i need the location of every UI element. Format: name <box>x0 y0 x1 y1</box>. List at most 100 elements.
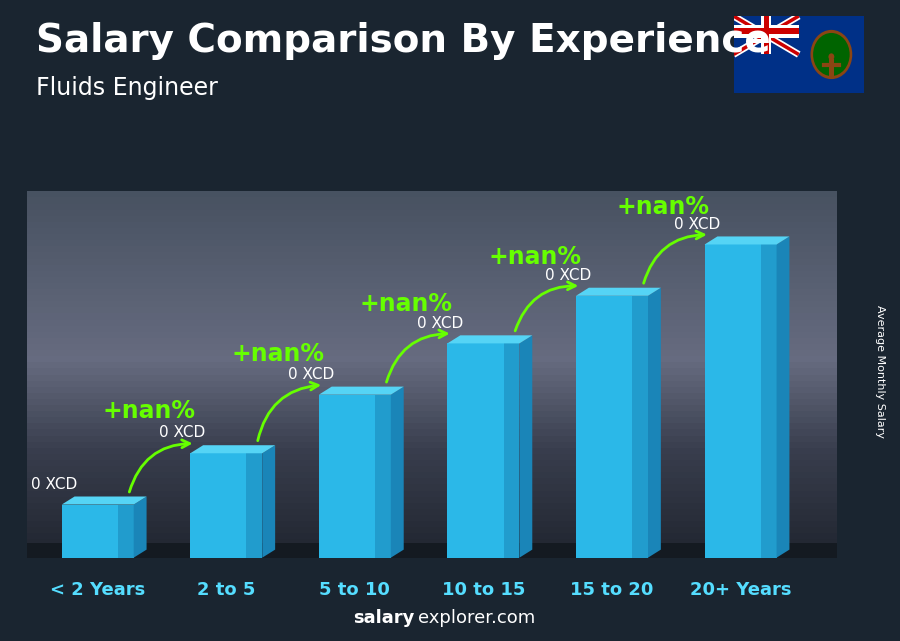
Bar <box>27 533 837 539</box>
Polygon shape <box>777 237 789 558</box>
Bar <box>27 387 837 393</box>
Bar <box>27 338 837 344</box>
Bar <box>27 478 837 485</box>
Text: 0 XCD: 0 XCD <box>545 268 591 283</box>
Text: 0 XCD: 0 XCD <box>288 367 334 382</box>
Bar <box>27 472 837 478</box>
Bar <box>27 436 837 442</box>
Bar <box>27 405 837 411</box>
Bar <box>27 344 837 350</box>
Polygon shape <box>190 445 275 453</box>
Bar <box>27 258 837 265</box>
Bar <box>27 295 837 301</box>
Bar <box>27 545 837 551</box>
Bar <box>27 332 837 338</box>
Text: 0 XCD: 0 XCD <box>417 315 463 331</box>
Bar <box>27 448 837 454</box>
Bar <box>27 265 837 271</box>
Bar <box>27 374 837 381</box>
Bar <box>375 395 391 558</box>
Text: +nan%: +nan% <box>231 342 324 366</box>
Text: +nan%: +nan% <box>616 196 710 219</box>
Bar <box>27 253 837 258</box>
Bar <box>576 296 648 558</box>
Bar <box>27 381 837 387</box>
Bar <box>27 289 837 295</box>
Text: 5 to 10: 5 to 10 <box>320 581 391 599</box>
Polygon shape <box>134 497 147 558</box>
Bar <box>27 454 837 460</box>
Bar <box>27 326 837 332</box>
Bar <box>27 271 837 277</box>
Text: Fluids Engineer: Fluids Engineer <box>36 76 218 99</box>
Bar <box>763 16 769 54</box>
Bar <box>27 192 837 197</box>
Bar <box>760 244 777 558</box>
Bar <box>27 228 837 234</box>
Bar <box>27 393 837 399</box>
Bar <box>27 197 837 204</box>
Text: 0 XCD: 0 XCD <box>674 217 720 231</box>
Bar <box>27 210 837 216</box>
Text: < 2 Years: < 2 Years <box>50 581 145 599</box>
Polygon shape <box>648 288 661 558</box>
Bar <box>27 222 837 228</box>
Text: 10 to 15: 10 to 15 <box>442 581 525 599</box>
Text: 2 to 5: 2 to 5 <box>197 581 256 599</box>
Bar <box>27 509 837 515</box>
Bar <box>27 277 837 283</box>
Bar <box>27 551 837 558</box>
Bar <box>27 503 837 509</box>
Bar <box>27 399 837 405</box>
Bar <box>27 246 837 253</box>
Polygon shape <box>576 288 661 296</box>
Bar <box>27 204 837 210</box>
Circle shape <box>811 30 852 79</box>
Bar <box>27 442 837 448</box>
Bar <box>27 234 837 240</box>
Bar <box>27 362 837 369</box>
Bar <box>760 16 771 54</box>
Bar <box>27 411 837 417</box>
Bar <box>27 497 837 503</box>
Bar <box>27 308 837 313</box>
Bar <box>27 539 837 545</box>
Text: Average Monthly Salary: Average Monthly Salary <box>875 305 886 438</box>
Bar <box>27 466 837 472</box>
Text: +nan%: +nan% <box>489 246 581 269</box>
Bar <box>447 344 519 558</box>
Bar <box>705 244 777 558</box>
Bar <box>27 543 837 558</box>
Bar <box>27 429 837 436</box>
Polygon shape <box>262 445 275 558</box>
Bar <box>62 504 134 558</box>
Bar <box>632 296 648 558</box>
Bar <box>27 460 837 466</box>
Bar <box>27 521 837 527</box>
Bar <box>118 504 134 558</box>
Bar <box>27 490 837 497</box>
Text: 0 XCD: 0 XCD <box>159 426 206 440</box>
Bar <box>247 453 262 558</box>
Circle shape <box>813 33 850 76</box>
Text: +nan%: +nan% <box>103 399 195 423</box>
Bar <box>27 313 837 320</box>
Bar <box>27 240 837 246</box>
Text: Salary Comparison By Experience: Salary Comparison By Experience <box>36 22 770 60</box>
Bar <box>734 25 799 38</box>
Polygon shape <box>519 335 532 558</box>
Polygon shape <box>62 497 147 504</box>
Bar <box>27 216 837 222</box>
Bar <box>27 423 837 429</box>
Bar <box>27 301 837 308</box>
Bar <box>734 28 799 35</box>
Circle shape <box>828 53 834 60</box>
Text: explorer.com: explorer.com <box>418 609 535 627</box>
Bar <box>27 515 837 521</box>
Bar <box>27 369 837 374</box>
Text: +nan%: +nan% <box>360 292 453 316</box>
Bar <box>27 320 837 326</box>
Polygon shape <box>391 387 404 558</box>
Bar <box>504 344 519 558</box>
Bar <box>27 283 837 289</box>
